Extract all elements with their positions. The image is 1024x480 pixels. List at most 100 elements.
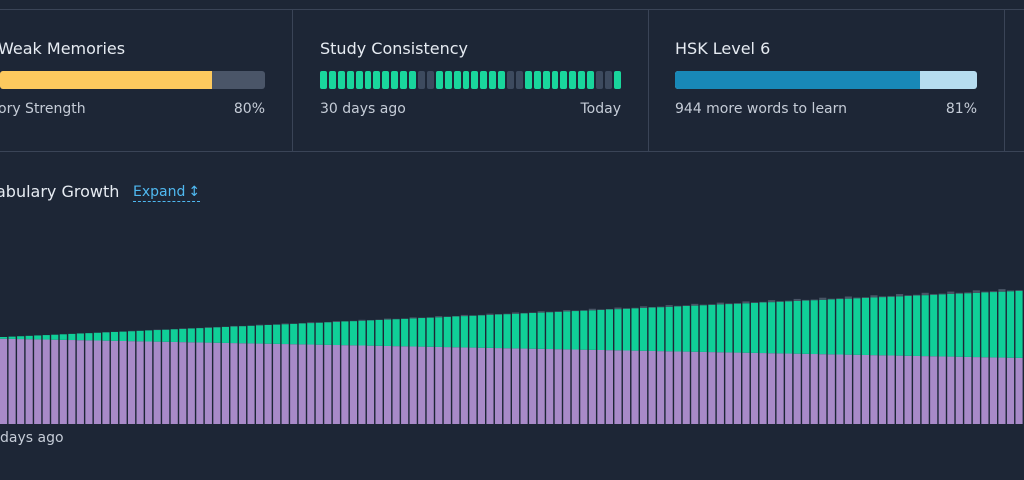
chart-bar-segment	[887, 296, 895, 356]
chart-bar-segment	[742, 301, 750, 304]
study-day-segment	[613, 71, 621, 89]
chart-bar-segment	[785, 353, 793, 424]
chart-bar-segment	[699, 351, 707, 424]
chart-bar-segment	[793, 353, 801, 424]
chart-bar-segment	[128, 331, 136, 342]
chart-bar-segment	[648, 307, 656, 351]
chart-bar-segment	[426, 317, 434, 347]
chart-bar-segment	[452, 316, 460, 348]
study-day-segment	[346, 71, 354, 89]
chart-bar-segment	[264, 343, 272, 424]
chart-bar-segment	[810, 299, 818, 301]
chart-bar-segment	[913, 294, 921, 296]
chart-bar-segment	[759, 302, 767, 354]
chart-bar-segment	[332, 321, 340, 322]
chart-bar-segment	[930, 356, 938, 424]
chart-bar-segment	[384, 318, 392, 320]
chart-bar-segment	[733, 303, 741, 304]
chart-bar-segment	[196, 342, 204, 424]
chart-bar-segment	[955, 292, 963, 294]
chart-bar-segment	[904, 295, 912, 296]
chart-bar-segment	[819, 297, 827, 300]
study-consistency-card[interactable]: Study Consistency 30 days ago Today	[293, 10, 648, 151]
chart-bar-segment	[921, 292, 929, 296]
chart-bar-segment	[537, 312, 545, 349]
vocab-growth-chart	[0, 289, 1023, 424]
chart-bar-segment	[187, 328, 195, 343]
chart-bar-segment	[913, 295, 921, 356]
chart-bar-segment	[768, 353, 776, 424]
chart-bar-segment	[785, 300, 793, 302]
chart-bar-segment	[546, 349, 554, 424]
chart-bar-segment	[563, 311, 571, 350]
study-day-segment	[471, 71, 479, 89]
chart-bar-segment	[657, 351, 665, 424]
expand-button[interactable]: Expand ↕	[133, 184, 201, 202]
chart-bar-segment	[102, 340, 110, 424]
chart-bar-segment	[349, 321, 357, 346]
chart-bar-segment	[682, 306, 690, 352]
chart-bar-segment	[153, 330, 161, 342]
chart-bar-segment	[179, 328, 187, 343]
chart-bar-segment	[631, 308, 639, 351]
chart-bar-segment	[238, 343, 247, 424]
chart-bar-segment	[452, 347, 460, 424]
chart-bar-segment	[290, 323, 298, 345]
chart-bar-segment	[665, 305, 673, 307]
chart-bar-segment	[529, 312, 537, 349]
chart-bar-segment	[827, 298, 835, 300]
chart-bar-segment	[25, 339, 33, 424]
chart-bar-segment	[520, 313, 528, 349]
chart-bar-segment	[640, 307, 648, 351]
study-day-segment	[320, 71, 327, 89]
chart-bar-segment	[76, 333, 84, 341]
chart-bar-segment	[110, 331, 119, 341]
chart-bar-segment	[716, 352, 724, 424]
chart-bar-segment	[537, 311, 545, 313]
chart-bar-segment	[204, 342, 212, 424]
chart-bar-segment	[179, 342, 187, 424]
chart-bar-segment	[187, 342, 195, 424]
chart-bar-segment	[358, 319, 366, 321]
chart-bar-segment	[768, 300, 776, 303]
chart-bar-segment	[503, 348, 511, 424]
chart-bar-segment	[853, 298, 861, 355]
study-day-segment	[391, 71, 399, 89]
chart-bar-segment	[691, 305, 699, 352]
chart-bar-segment	[955, 356, 963, 424]
study-day-segment	[400, 71, 408, 89]
chart-bar-segment	[844, 298, 852, 355]
chart-bar-segment	[742, 303, 750, 353]
chart-bar-segment	[785, 301, 793, 354]
chart-bar-segment	[921, 356, 929, 424]
chart-bar-segment	[349, 345, 357, 424]
chart-bar-segment	[264, 324, 272, 344]
chart-bar-segment	[59, 334, 67, 340]
chart-bar-segment	[878, 355, 887, 424]
chart-bar-segment	[580, 310, 588, 350]
chart-bar-segment	[204, 327, 212, 343]
weak-memories-card[interactable]: Weak Memories ory Strength 80%	[0, 10, 292, 151]
chart-bar-segment	[588, 349, 596, 424]
study-day-segment	[489, 71, 497, 89]
chart-bar-segment	[401, 318, 409, 347]
chart-bar-segment	[964, 293, 972, 357]
hsk-progress-fill	[675, 71, 920, 89]
chart-bar-segment	[887, 355, 895, 424]
chart-bar-segment	[512, 312, 520, 314]
chart-bar-segment	[384, 319, 392, 346]
chart-bar-segment	[460, 314, 468, 317]
chart-bar-segment	[870, 295, 878, 298]
chart-bar-segment	[622, 308, 631, 309]
chart-bar-segment	[580, 310, 588, 311]
chart-bar-segment	[955, 293, 963, 357]
chart-bar-segment	[750, 352, 759, 424]
chart-bar-segment	[366, 320, 375, 346]
chart-bar-segment	[947, 356, 955, 424]
hsk-level-card[interactable]: HSK Level 6 944 more words to learn 81%	[649, 10, 1004, 151]
chart-bar-segment	[614, 350, 622, 424]
chart-bar-segment	[401, 346, 409, 424]
chart-bar-segment	[332, 321, 340, 346]
chart-bar-segment	[691, 351, 699, 424]
chart-bar-segment	[102, 332, 110, 341]
